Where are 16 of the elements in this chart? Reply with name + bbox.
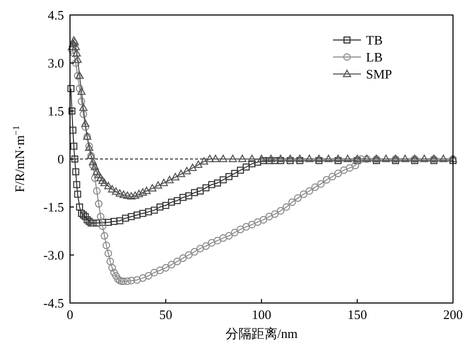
legend-label: TB [366,32,383,48]
x-tick-label: 100 [252,307,272,322]
y-tick-label: 4.5 [48,8,64,22]
x-axis-title: 分隔距离/nm [225,326,298,341]
x-tick-label: 50 [159,307,172,322]
y-tick-label: 3.0 [48,56,64,70]
x-tick-label: 200 [443,307,463,322]
x-tick-label: 150 [348,307,367,322]
x-tick-label: 0 [66,307,74,322]
legend-label: LB [366,50,383,64]
y-tick-label: -3.0 [43,248,64,262]
legend-label: SMP [366,66,392,82]
y-tick-label: -1.5 [43,200,64,214]
y-tick-label: -4.5 [43,296,64,310]
y-tick-label: 0 [58,152,64,166]
y-tick-label: 1.5 [48,104,64,118]
